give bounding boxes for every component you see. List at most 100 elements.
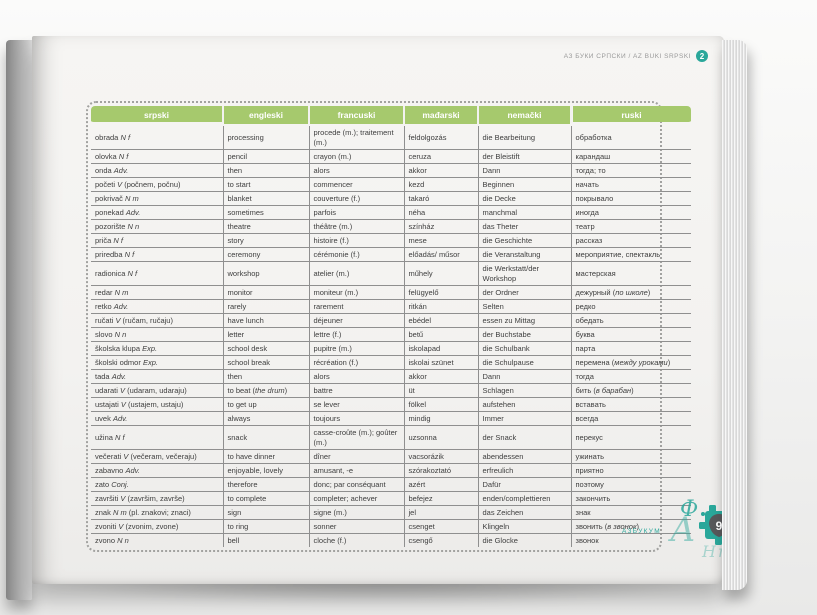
- table-cell: essen zu Mittag: [478, 313, 572, 328]
- table-cell: Immer: [478, 411, 572, 426]
- table-cell: déjeuner: [309, 313, 405, 328]
- table-cell: буква: [571, 327, 691, 342]
- table-cell: csengő: [404, 533, 479, 547]
- table-cell: dîner: [309, 449, 405, 464]
- table-cell: atelier (m.): [309, 261, 405, 286]
- table-cell: školska klupa Exp.: [91, 341, 224, 356]
- table-cell: feldolgozás: [404, 124, 479, 150]
- table-cell: school desk: [223, 341, 310, 356]
- table-cell: Beginnen: [478, 177, 572, 192]
- table-cell: amusant, -e: [309, 463, 405, 478]
- table-row: obrada N f processing procede (m.); traite…: [91, 124, 691, 150]
- table-row: zato Conj. therefore donc; par conséquant a…: [91, 477, 691, 492]
- table-cell: lettre (f.): [309, 327, 405, 342]
- page-number: 9: [716, 519, 723, 533]
- table-cell: sonner: [309, 519, 405, 534]
- table-row: zvoniti V (zvonim, zvone) to ring sonner cs…: [91, 519, 691, 534]
- table-cell: always: [223, 411, 310, 426]
- table-cell: das Zeichen: [478, 505, 572, 520]
- table-cell: procede (m.); traitement (m.): [309, 124, 405, 150]
- table-cell: have lunch: [223, 313, 310, 328]
- table-row: školski odmor Exp. school break récréation…: [91, 355, 691, 370]
- book-page: АЗ БУКИ СРПСКИ / AZ BUKI SRPSKI 2 srpski…: [32, 36, 744, 584]
- table-cell: abendessen: [478, 449, 572, 464]
- table-cell: rarely: [223, 299, 310, 314]
- table-cell: néha: [404, 205, 479, 220]
- table-cell: aufstehen: [478, 397, 572, 412]
- table-cell: der Snack: [478, 425, 572, 450]
- table-cell: zato Conj.: [91, 477, 224, 492]
- table-cell: jel: [404, 505, 479, 520]
- table-cell: večerati V (večeram, večeraju): [91, 449, 224, 464]
- table-cell: alors: [309, 163, 405, 178]
- page-stack-edge: [722, 40, 747, 590]
- table-cell: užina N f: [91, 425, 224, 450]
- table-cell: tada Adv.: [91, 369, 224, 384]
- table-cell: тогда: [571, 369, 691, 384]
- table-cell: обработка: [571, 124, 691, 150]
- table-cell: workshop: [223, 261, 310, 286]
- table-cell: csenget: [404, 519, 479, 534]
- level-badge-number: 2: [699, 51, 705, 61]
- table-cell: pencil: [223, 149, 310, 164]
- table-cell: priča N f: [91, 233, 224, 248]
- table-cell: бить (в барабан): [571, 383, 691, 398]
- table-cell: рассказ: [571, 233, 691, 248]
- table-cell: начать: [571, 177, 691, 192]
- table-cell: cérémonie (f.): [309, 247, 405, 262]
- table-cell: theatre: [223, 219, 310, 234]
- table-cell: знак: [571, 505, 691, 520]
- table-row: ponekad Adv. sometimes parfois néha manchmal…: [91, 205, 691, 220]
- table-cell: enden/complettieren: [478, 491, 572, 506]
- table-cell: die Werkstatt/der Workshop: [478, 261, 572, 286]
- table-cell: retko Adv.: [91, 299, 224, 314]
- table-cell: ručati V (ručam, ručaju): [91, 313, 224, 328]
- column-header: srpski: [91, 106, 223, 125]
- table-cell: мастерская: [571, 261, 691, 286]
- table-cell: die Geschichte: [478, 233, 572, 248]
- table-cell: cloche (f.): [309, 533, 405, 547]
- table-cell: die Schulpause: [478, 355, 572, 370]
- table-row: priča N f story histoire (f.) mese die Gesch…: [91, 233, 691, 248]
- table-cell: then: [223, 163, 310, 178]
- table-cell: редко: [571, 299, 691, 314]
- table-cell: story: [223, 233, 310, 248]
- table-cell: commencer: [309, 177, 405, 192]
- table-cell: letter: [223, 327, 310, 342]
- column-header: engleski: [222, 106, 309, 125]
- table-cell: to have dinner: [223, 449, 310, 464]
- header-row: srpski engleski francuski mađarski nemački ru…: [91, 106, 691, 125]
- running-head-text: АЗ БУКИ СРПСКИ / AZ BUKI SRPSKI: [563, 52, 691, 60]
- table-cell: azért: [404, 477, 479, 492]
- table-cell: akkor: [404, 369, 479, 384]
- table-cell: battre: [309, 383, 405, 398]
- table-cell: to complete: [223, 491, 310, 506]
- table-cell: műhely: [404, 261, 479, 286]
- table-cell: fölkel: [404, 397, 479, 412]
- table-cell: zvono N n: [91, 533, 224, 547]
- table-row: radionica N f workshop atelier (m.) műhely d…: [91, 261, 691, 286]
- table-row: ručati V (ručam, ručaju) have lunch déjeun…: [91, 313, 691, 328]
- table-row: olovka N f pencil crayon (m.) ceruza der Ble…: [91, 149, 691, 164]
- table-cell: bell: [223, 533, 310, 547]
- brand-flourish-a-icon: А: [670, 510, 696, 550]
- table-cell: iskolapad: [404, 341, 479, 356]
- table-cell: pokrivač N m: [91, 191, 224, 206]
- table-cell: befejez: [404, 491, 479, 506]
- table-cell: покрывало: [571, 191, 691, 206]
- table-cell: звонок: [575, 535, 599, 545]
- table-cell: вставать: [571, 397, 691, 412]
- table-cell: then: [223, 369, 310, 384]
- table-cell: ceremony: [223, 247, 310, 262]
- table-cell: Dann: [478, 163, 572, 178]
- table-cell: erfreulich: [478, 463, 572, 478]
- table-cell: alors: [309, 369, 405, 384]
- table-cell: casse-croûte (m.); goûter (m.): [309, 425, 405, 450]
- table-cell: mese: [404, 233, 479, 248]
- table-cell: therefore: [223, 477, 310, 492]
- column-header: nemački: [477, 106, 571, 125]
- table-cell: приятно: [571, 463, 691, 478]
- table-cell: crayon (m.): [309, 149, 405, 164]
- table-cell: to beat (the drum): [223, 383, 310, 398]
- table-cell: to get up: [223, 397, 310, 412]
